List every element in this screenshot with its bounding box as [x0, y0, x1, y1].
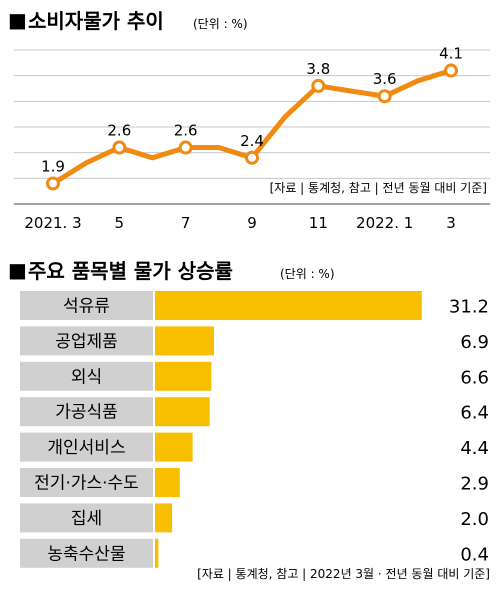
- bar-chart-title: 주요 품목별 물가 상승률: [28, 259, 233, 283]
- category-label: 농축수산물: [47, 544, 125, 564]
- line-points: [46, 63, 458, 191]
- data-point: [178, 140, 193, 155]
- category-label: 개인서비스: [47, 438, 125, 458]
- point-label: 4.1: [439, 45, 463, 63]
- x-tick-label: 9: [247, 214, 257, 232]
- category-label-box: [20, 361, 153, 391]
- category-label: 석유류: [63, 297, 110, 317]
- point-label: 2.6: [174, 122, 198, 140]
- bar: [155, 468, 180, 497]
- bar-chart-unit: (단위 : %): [280, 267, 335, 281]
- category-label: 공업제품: [55, 332, 118, 352]
- bar-value-label: 31.2: [449, 297, 489, 318]
- bar: [155, 326, 214, 356]
- bar-title-marker: ■: [8, 258, 27, 282]
- bar-value-label: 0.4: [460, 544, 489, 565]
- bar-value-label: 6.9: [460, 332, 489, 353]
- x-tick-label: 7: [181, 214, 191, 232]
- line-chart-title: 소비자물가 추이: [28, 9, 164, 33]
- bar-rows: 석유류 31.2 공업제품 6.9 외식 6.6 가공식품 6.4 개인서비스 4.4 전기·가스·…: [20, 291, 489, 568]
- point-label: 3.8: [306, 60, 330, 78]
- category-label: 가공식품: [55, 403, 118, 423]
- point-label: 1.9: [41, 157, 65, 175]
- x-tick-label: 3: [446, 214, 456, 232]
- line-source: [자료 | 통계청, 참고 | 전년 동월 대비 기준]: [270, 181, 487, 195]
- point-label: 3.6: [373, 70, 397, 88]
- bar-value-label: 4.4: [460, 438, 489, 459]
- x-tick-label: 5: [115, 214, 125, 232]
- data-point: [46, 176, 60, 191]
- data-point: [444, 63, 458, 78]
- category-label: 집세: [71, 509, 102, 529]
- bar: [155, 432, 193, 462]
- line-title-marker: ■: [8, 8, 27, 32]
- bar-source: [자료 | 통계청, 참고 | 2022년 3월 · 전년 동월 대비 기준]: [197, 567, 490, 581]
- bar: [155, 538, 159, 568]
- x-tick-label: 2022. 1: [356, 214, 413, 232]
- category-label-box: [20, 326, 153, 356]
- bar: [155, 291, 422, 320]
- line-grid: [14, 49, 490, 179]
- data-point: [311, 78, 326, 93]
- x-tick-label: 11: [309, 214, 328, 232]
- line-point-labels: 1.9 2.6 2.6 2.4 3.8 3.6 4.1: [41, 45, 463, 176]
- data-point: [112, 140, 127, 155]
- point-label: 2.4: [240, 132, 264, 150]
- bar: [155, 361, 212, 391]
- bar-value-label: 6.6: [460, 367, 489, 388]
- x-tick-label: 2021. 3: [24, 214, 81, 232]
- data-point: [377, 89, 392, 104]
- data-point: [245, 150, 259, 165]
- category-label-box: [20, 291, 153, 320]
- line-chart-unit: (단위 : %): [193, 17, 248, 31]
- point-label: 2.6: [107, 122, 131, 140]
- line-chart: ■ 소비자물가 추이 (단위 : %) 1.9 2.6 2.6 2.4 3.8 3.6 4.…: [8, 8, 490, 232]
- bar-value-label: 2.0: [460, 509, 489, 530]
- category-label-box: [20, 503, 153, 533]
- category-label: 외식: [71, 367, 102, 387]
- bar: [155, 503, 173, 533]
- category-label: 전기·가스·수도: [34, 474, 139, 494]
- bar: [155, 397, 210, 427]
- category-label-box: [20, 432, 153, 462]
- bar-value-label: 2.9: [460, 474, 489, 495]
- bar-value-label: 6.4: [460, 403, 489, 424]
- x-tick-labels: 2021. 3 5 7 9 11 2022. 1 3: [24, 214, 455, 232]
- bar-chart: ■ 주요 품목별 물가 상승률 (단위 : %) 석유류 31.2 공업제품 6.9 외…: [8, 258, 490, 581]
- category-label-box: [20, 397, 153, 427]
- category-label-box: [20, 468, 153, 497]
- category-label-box: [20, 538, 153, 568]
